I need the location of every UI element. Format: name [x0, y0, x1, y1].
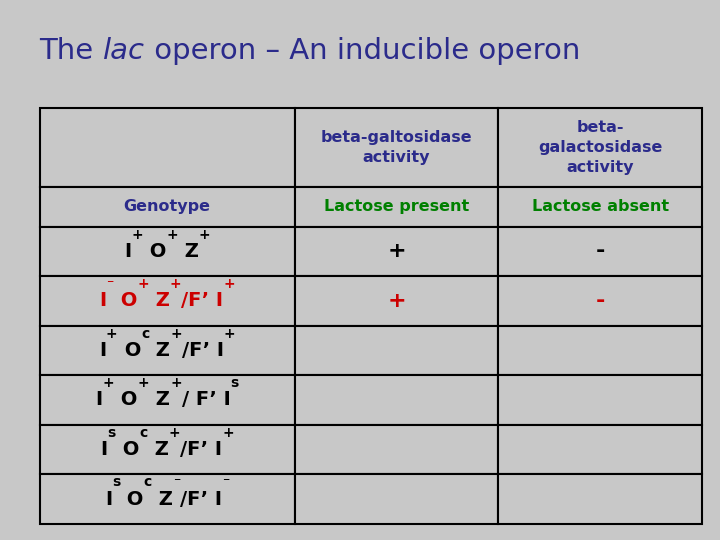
Text: I: I [96, 390, 103, 409]
Bar [498, 326, 702, 375]
Text: /F’ I: /F’ I [180, 440, 222, 459]
Text: +: + [138, 277, 149, 291]
Text: Z: Z [178, 242, 199, 261]
Text: s: s [112, 475, 120, 489]
Bar [498, 226, 702, 276]
Text: c: c [139, 426, 148, 440]
Text: O: O [117, 341, 141, 360]
Bar [294, 276, 498, 326]
Text: O: O [114, 291, 138, 310]
Text: +: + [131, 227, 143, 241]
Text: O: O [143, 242, 166, 261]
Text: ⁻: ⁻ [173, 475, 180, 489]
Text: +: + [199, 227, 210, 241]
Bar [498, 474, 702, 524]
Text: /F’ I: /F’ I [181, 341, 224, 360]
Text: O: O [120, 490, 143, 509]
Text: +: + [166, 227, 178, 241]
Bar [294, 474, 498, 524]
Text: +: + [224, 327, 235, 341]
Text: lac: lac [103, 37, 145, 65]
Text: operon – An inducible operon: operon – An inducible operon [145, 37, 580, 65]
Text: ⁻: ⁻ [107, 277, 114, 291]
Bar [294, 108, 498, 187]
Bar [294, 424, 498, 474]
Text: Lactose present: Lactose present [324, 199, 469, 214]
Text: /F’ I: /F’ I [180, 490, 222, 509]
Text: c: c [143, 475, 152, 489]
Text: -: - [595, 241, 605, 261]
Bar [498, 108, 702, 187]
Text: +: + [138, 376, 149, 390]
Bar [40, 276, 294, 326]
Text: Z: Z [149, 390, 170, 409]
Text: beta-
galactosidase
activity: beta- galactosidase activity [538, 120, 662, 175]
Text: Z: Z [149, 291, 170, 310]
Text: c: c [141, 327, 149, 341]
Bar [498, 276, 702, 326]
Text: I: I [99, 291, 107, 310]
Bar [294, 326, 498, 375]
Text: +: + [387, 241, 406, 261]
Bar [40, 187, 294, 226]
Bar [498, 375, 702, 424]
Text: ⁻: ⁻ [222, 475, 230, 489]
Bar [294, 226, 498, 276]
Bar [40, 226, 294, 276]
Bar [40, 375, 294, 424]
Text: I: I [105, 490, 112, 509]
Bar [40, 474, 294, 524]
Text: I: I [101, 440, 108, 459]
Text: +: + [106, 327, 117, 341]
Text: / F’ I: / F’ I [181, 390, 230, 409]
Text: The: The [40, 37, 103, 65]
Text: Z: Z [148, 440, 168, 459]
Text: I: I [124, 242, 131, 261]
Text: s: s [230, 376, 239, 390]
Text: Z: Z [152, 490, 173, 509]
Text: -: - [595, 291, 605, 311]
Bar [40, 326, 294, 375]
Text: Genotype: Genotype [124, 199, 211, 214]
Text: O: O [116, 440, 139, 459]
Bar [40, 108, 294, 187]
Bar [40, 424, 294, 474]
Text: +: + [222, 426, 234, 440]
Bar [498, 424, 702, 474]
Bar [294, 375, 498, 424]
Text: +: + [103, 376, 114, 390]
Text: +: + [387, 291, 406, 311]
Text: +: + [168, 426, 180, 440]
Text: O: O [114, 390, 138, 409]
Text: +: + [170, 277, 181, 291]
Text: Lactose absent: Lactose absent [531, 199, 669, 214]
Text: I: I [99, 341, 106, 360]
Bar [294, 187, 498, 226]
Text: /F’ I: /F’ I [181, 291, 223, 310]
Text: beta-galtosidase
activity: beta-galtosidase activity [320, 130, 472, 165]
Text: s: s [108, 426, 116, 440]
Text: +: + [223, 277, 235, 291]
Text: +: + [170, 327, 181, 341]
Text: +: + [170, 376, 181, 390]
Text: Z: Z [149, 341, 170, 360]
Bar [498, 187, 702, 226]
